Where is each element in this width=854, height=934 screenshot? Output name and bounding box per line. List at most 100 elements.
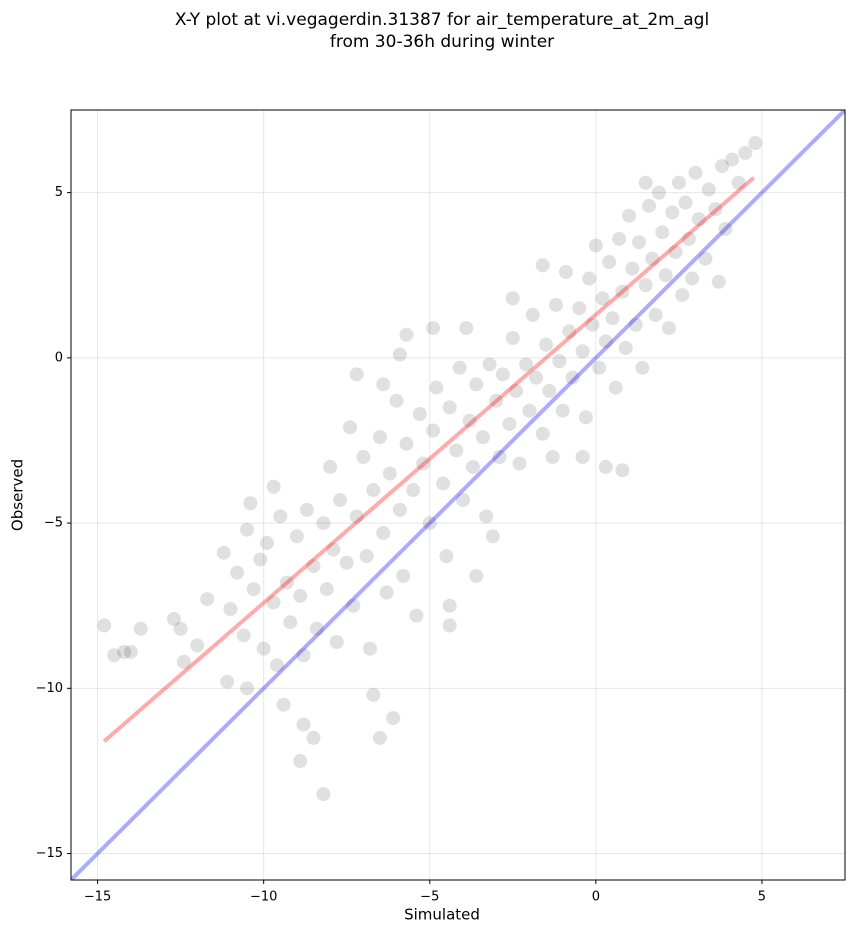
point — [615, 284, 630, 299]
point — [426, 321, 441, 336]
point — [319, 582, 334, 597]
point — [612, 231, 627, 246]
point — [266, 479, 281, 494]
point — [273, 509, 288, 524]
point — [452, 360, 467, 375]
point — [386, 711, 401, 726]
y-tick-label: 5 — [55, 185, 63, 200]
point — [349, 509, 364, 524]
point — [715, 159, 730, 174]
point — [293, 754, 308, 769]
point — [243, 496, 258, 511]
point — [316, 516, 331, 531]
point — [651, 185, 666, 200]
point — [190, 638, 205, 653]
point — [256, 641, 271, 656]
point — [622, 208, 637, 223]
point — [701, 182, 716, 197]
point — [323, 459, 338, 474]
point — [399, 327, 414, 342]
point — [665, 205, 680, 220]
point — [439, 549, 454, 564]
point — [283, 615, 298, 630]
point — [366, 483, 381, 498]
point — [279, 575, 294, 590]
point — [346, 598, 361, 613]
point — [548, 297, 563, 312]
point — [396, 568, 411, 583]
point — [509, 383, 524, 398]
point — [668, 245, 683, 260]
point — [588, 238, 603, 253]
point — [708, 202, 723, 217]
point — [485, 529, 500, 544]
point — [519, 357, 534, 372]
point — [505, 291, 520, 306]
point — [479, 509, 494, 524]
point — [376, 526, 391, 541]
point — [429, 380, 444, 395]
point — [688, 165, 703, 180]
point — [545, 449, 560, 464]
x-tick-label: 0 — [592, 890, 600, 905]
point — [406, 483, 421, 498]
point — [296, 717, 311, 732]
point — [123, 644, 138, 659]
point — [502, 416, 517, 431]
x-tick-label: −10 — [250, 890, 277, 905]
point — [399, 436, 414, 451]
point — [635, 360, 650, 375]
point — [296, 648, 311, 663]
point — [392, 502, 407, 517]
point — [372, 730, 387, 745]
point — [602, 255, 617, 270]
point — [133, 621, 148, 636]
point — [565, 370, 580, 385]
point — [276, 697, 291, 712]
point — [462, 413, 477, 428]
point — [645, 251, 660, 266]
point — [173, 621, 188, 636]
point — [492, 449, 507, 464]
point — [376, 377, 391, 392]
point — [671, 175, 686, 190]
point — [436, 476, 451, 491]
point — [166, 611, 181, 626]
point — [372, 430, 387, 445]
point — [422, 516, 437, 531]
x-tick-label: −5 — [420, 890, 439, 905]
point — [306, 559, 321, 574]
point — [223, 602, 238, 617]
point — [416, 456, 431, 471]
point — [748, 136, 763, 151]
point — [582, 271, 597, 286]
point — [246, 582, 261, 597]
y-tick-label: −15 — [36, 846, 63, 861]
line — [71, 110, 845, 880]
point — [725, 152, 740, 167]
point — [117, 644, 132, 659]
point — [535, 426, 550, 441]
point — [107, 648, 122, 663]
point — [216, 545, 231, 560]
point — [482, 357, 497, 372]
point — [555, 403, 570, 418]
y-axis-label: Observed — [9, 459, 27, 531]
point — [642, 198, 657, 213]
point — [220, 674, 235, 689]
point — [539, 337, 554, 352]
point — [738, 145, 753, 160]
point — [293, 588, 308, 603]
point — [333, 492, 348, 507]
point — [685, 271, 700, 286]
x-axis-label: Simulated — [404, 906, 480, 924]
point — [442, 598, 457, 613]
point — [259, 535, 274, 550]
point — [691, 212, 706, 227]
point — [97, 618, 112, 633]
point — [343, 420, 358, 435]
point — [628, 317, 643, 332]
point — [299, 502, 314, 517]
point — [475, 430, 490, 445]
